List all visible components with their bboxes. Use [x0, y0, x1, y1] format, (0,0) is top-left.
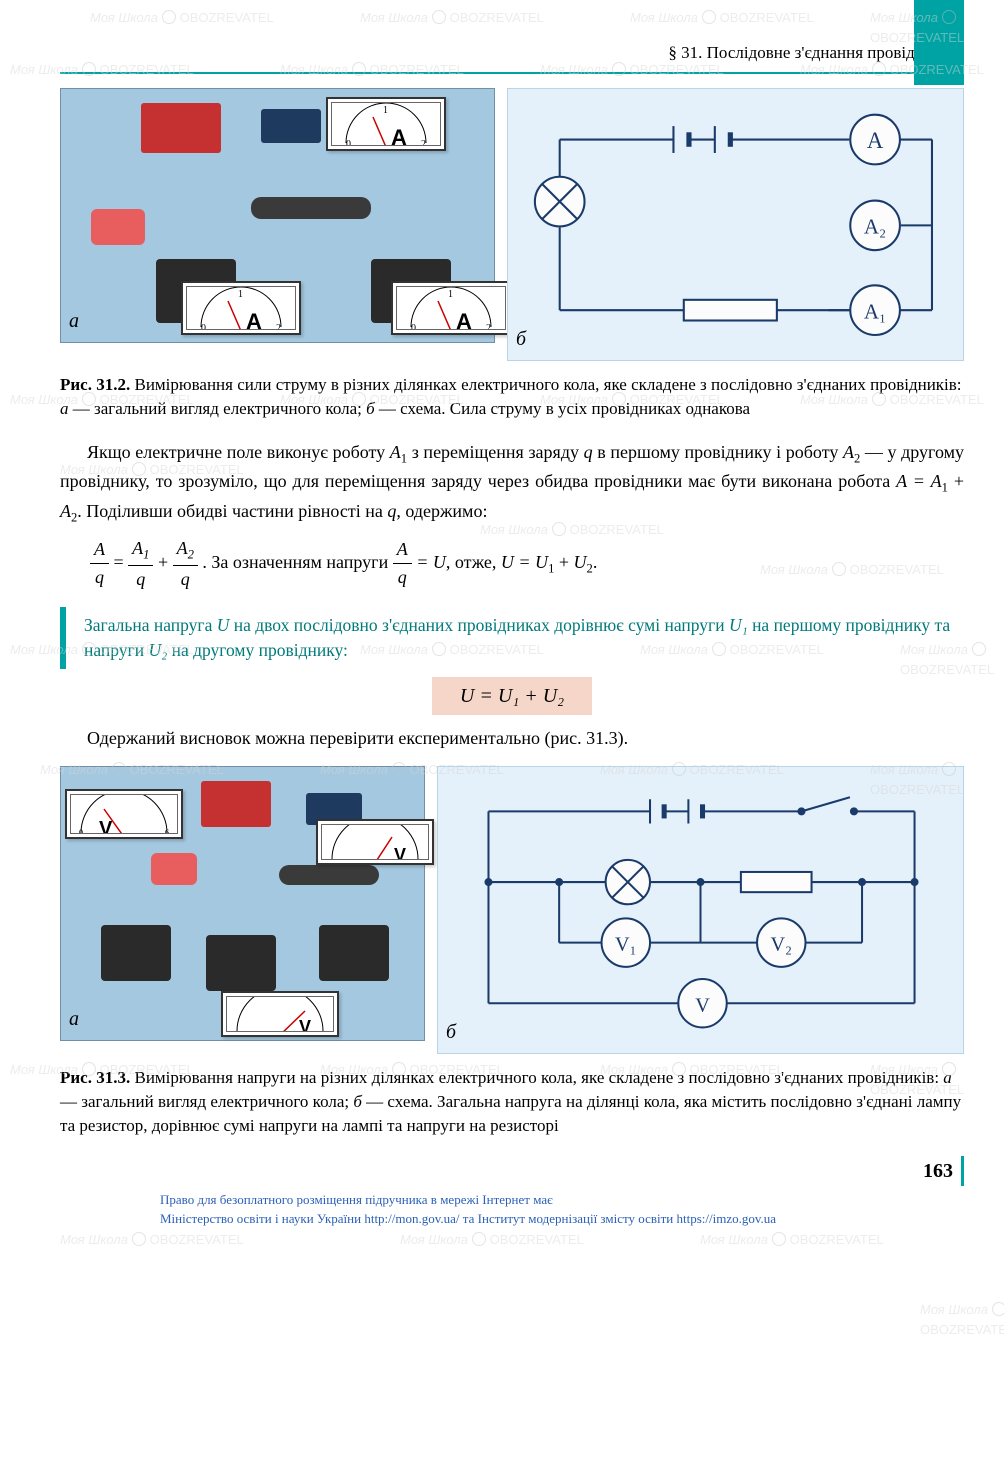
formula-line: Aq = A1q + A2q . За означенням напруги A…: [60, 535, 964, 592]
svg-text:0: 0: [346, 139, 351, 145]
figure-circuit-b: A A₁: [507, 88, 964, 362]
watermark: Моя Школа OBOZREVATEL: [630, 8, 814, 28]
footer-link-imzo[interactable]: https://imzo.gov.ua: [676, 1211, 776, 1226]
meter-gauge-icon: V: [225, 997, 335, 1031]
svg-text:2: 2: [486, 323, 491, 329]
page-number: 163: [60, 1156, 964, 1186]
body-paragraph-2: Одержаний висновок можна перевірити експ…: [60, 725, 964, 752]
section-header: § 31. Послідовне з'єднання провідників: [60, 40, 964, 66]
svg-text:A: A: [391, 125, 407, 145]
svg-text:V₁: V₁: [615, 934, 637, 956]
svg-text:A₂: A₂: [864, 216, 886, 238]
figure-photo-a-2: 0 6 V V: [60, 766, 425, 1041]
watermark: Моя Школа OBOZREVATEL: [920, 1300, 1004, 1339]
svg-text:1: 1: [448, 289, 453, 300]
svg-text:A: A: [246, 309, 262, 329]
svg-text:2: 2: [421, 139, 426, 145]
figure-caption-31-3: Рис. 31.3. Вимірювання напруги на різних…: [60, 1066, 964, 1137]
figure-31-2: 0 1 2 A 0 1 2 A: [60, 88, 964, 362]
corner-tab: [914, 0, 964, 85]
body-paragraph-1: Якщо електричне поле виконує роботу A1 з…: [60, 439, 964, 527]
svg-text:0: 0: [201, 323, 206, 329]
meter-gauge-icon: 0 6 V: [69, 795, 179, 833]
figure-photo-a: 0 1 2 A 0 1 2 A: [60, 88, 495, 343]
panel-label-b-2: б: [446, 1017, 456, 1047]
svg-text:A₁: A₁: [864, 301, 886, 323]
horizontal-rule: [60, 72, 964, 74]
meter-gauge-icon: 0 1 2 A: [186, 287, 296, 329]
svg-text:0: 0: [79, 828, 83, 833]
meter-gauge-icon: V: [320, 825, 430, 859]
svg-text:1: 1: [383, 105, 388, 116]
footer-link-mon[interactable]: http://mon.gov.ua/: [364, 1211, 459, 1226]
svg-text:A: A: [867, 127, 884, 152]
watermark: Моя Школа OBOZREVATEL: [90, 8, 274, 28]
panel-label-a: а: [69, 306, 79, 336]
panel-label-b: б: [516, 324, 526, 354]
svg-text:V: V: [299, 1017, 311, 1031]
highlight-definition: Загальна напруга U на двох послідовно з'…: [60, 607, 964, 670]
meter-gauge-icon: 0 1 2 A: [396, 287, 506, 329]
panel-label-a-2: а: [69, 1004, 79, 1034]
figure-31-3: 0 6 V V: [60, 766, 964, 1054]
svg-text:V: V: [394, 845, 406, 859]
svg-text:V₂: V₂: [770, 934, 792, 956]
svg-text:A: A: [456, 309, 472, 329]
svg-text:2: 2: [276, 323, 281, 329]
svg-text:V: V: [99, 818, 113, 833]
svg-text:0: 0: [411, 323, 416, 329]
svg-text:1: 1: [238, 289, 243, 300]
figure-caption-31-2: Рис. 31.2. Вимірювання сили струму в різ…: [60, 373, 964, 421]
svg-text:V: V: [695, 995, 710, 1017]
svg-text:6: 6: [165, 828, 169, 833]
figure-circuit-b-2: V₁: [437, 766, 964, 1054]
watermark: Моя Школа OBOZREVATEL: [360, 8, 544, 28]
meter-gauge-icon: 0 1 2 A: [331, 103, 441, 145]
formula-box: U = U₁ + U₂: [432, 677, 592, 715]
footer-rights: Право для безоплатного розміщення підруч…: [60, 1186, 964, 1243]
